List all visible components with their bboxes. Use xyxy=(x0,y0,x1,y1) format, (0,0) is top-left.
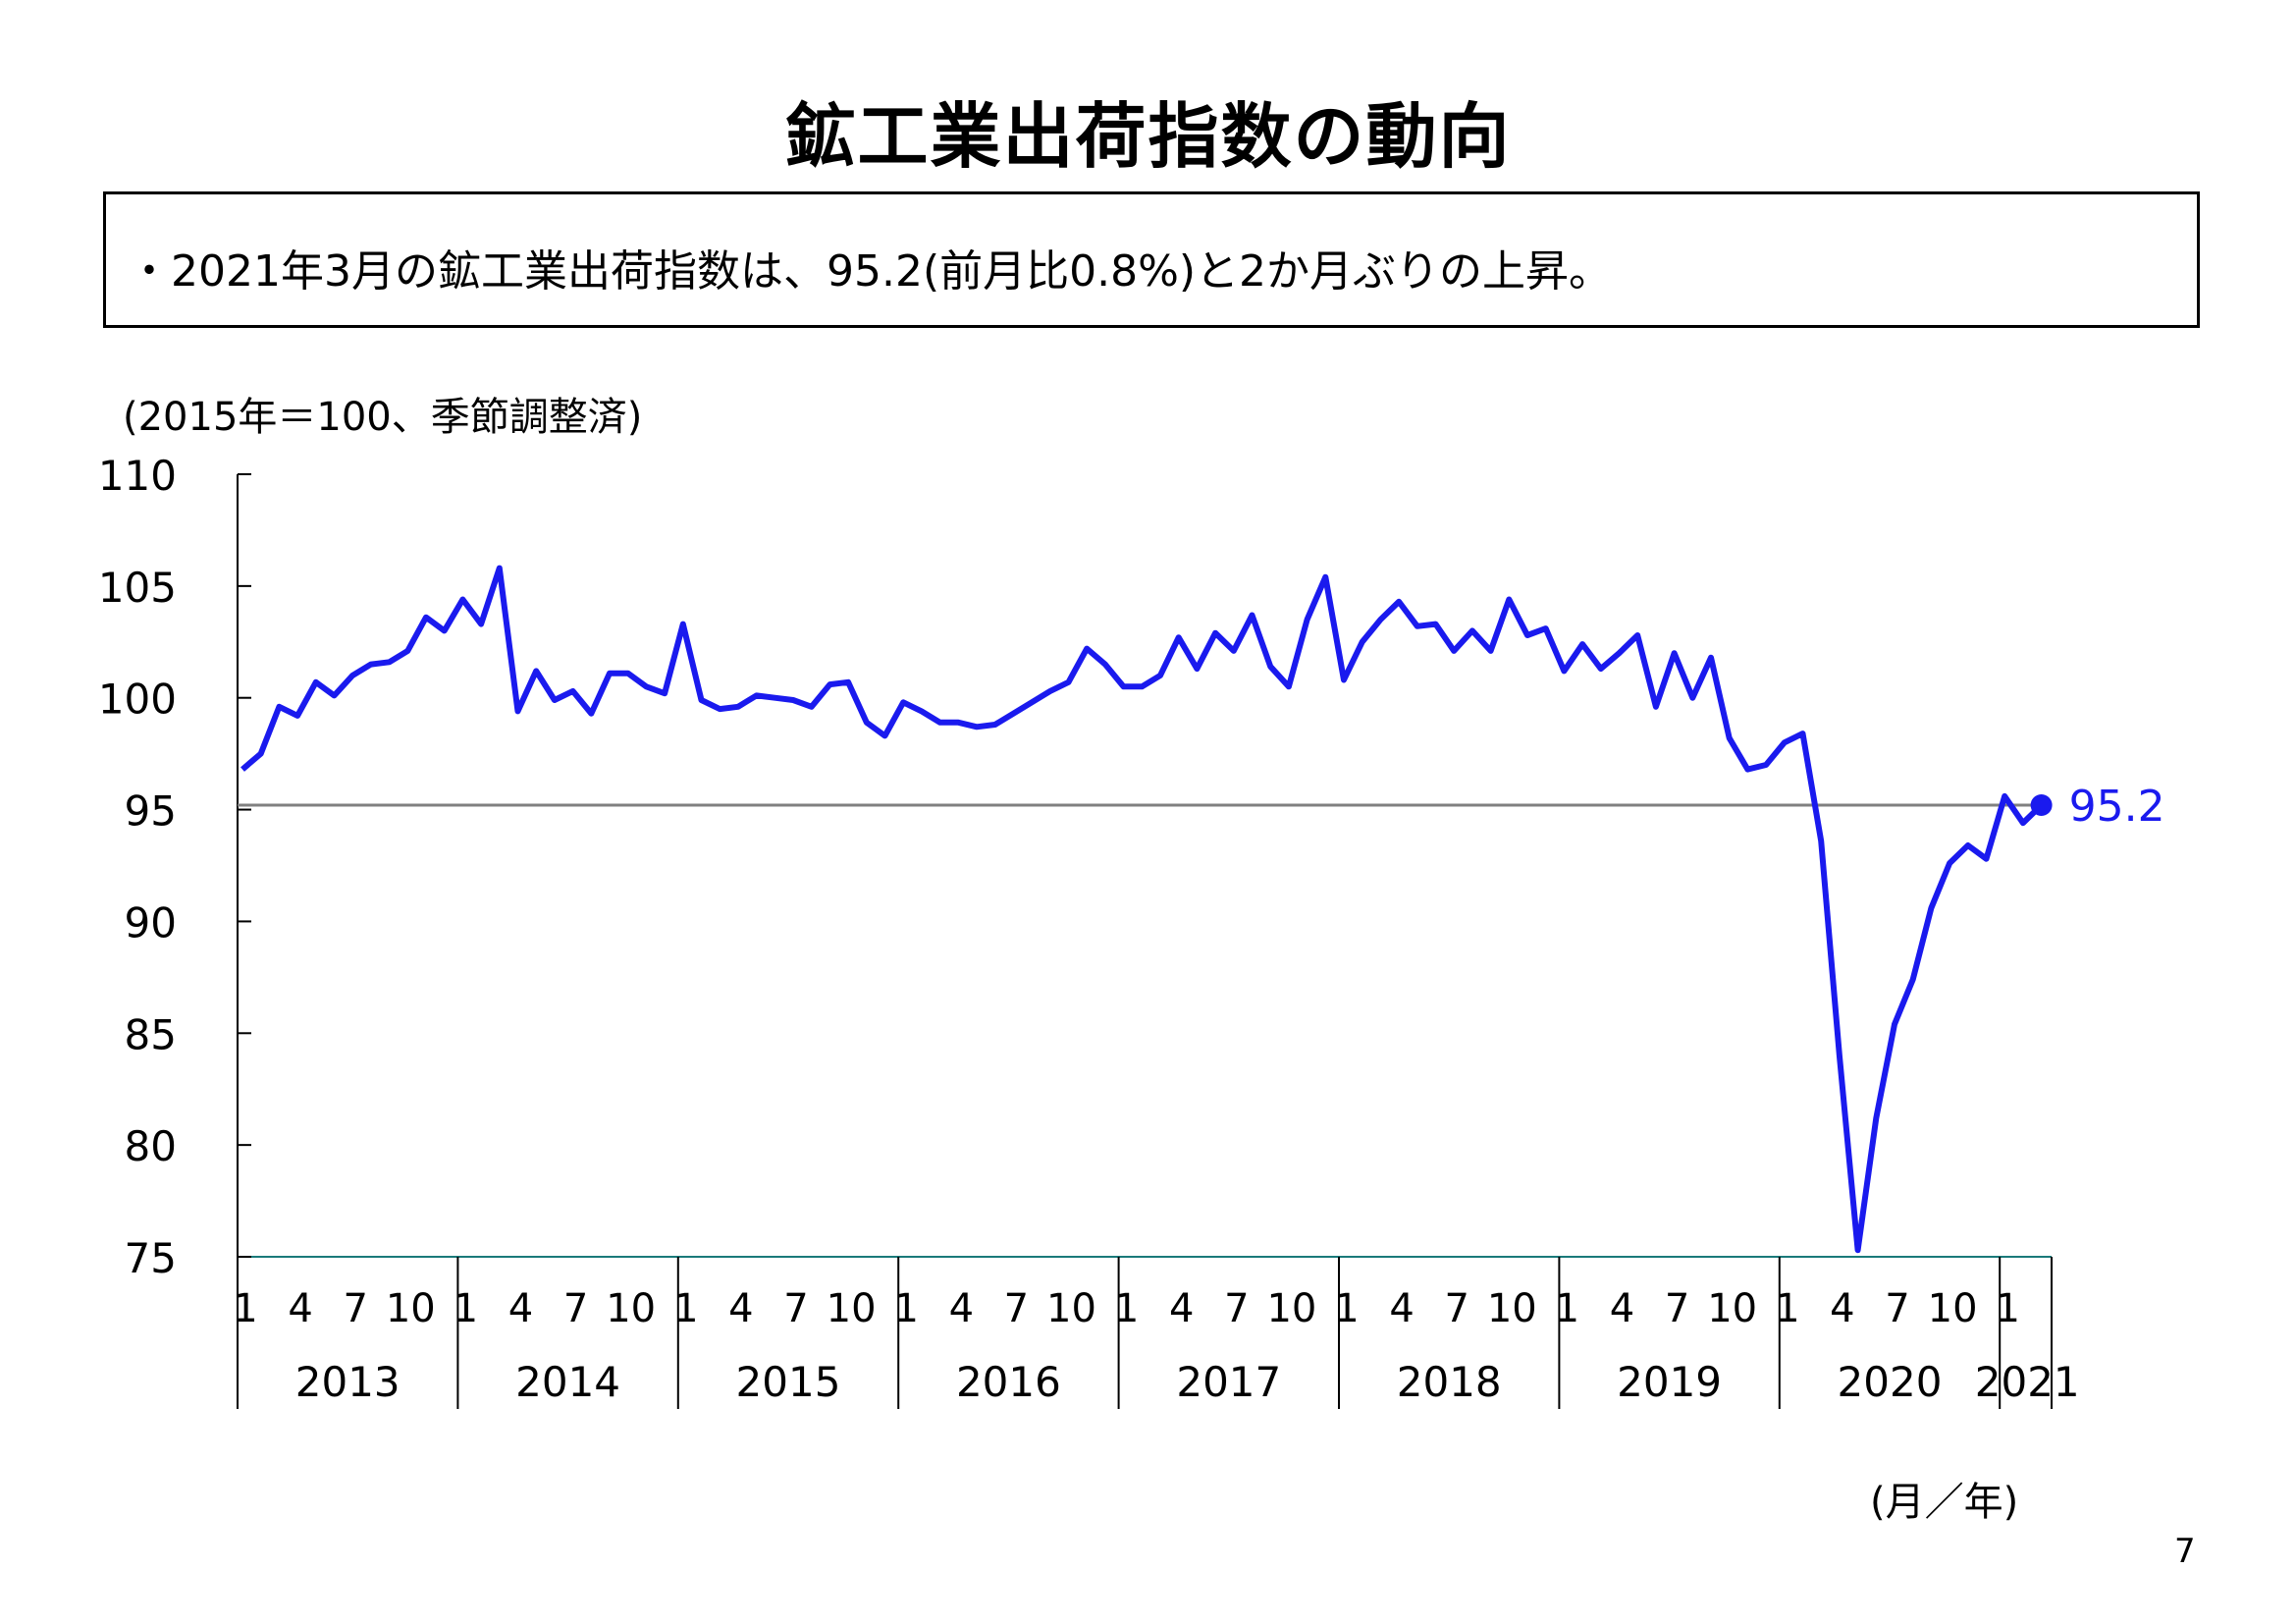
x-tick-label: 10 xyxy=(386,1286,436,1331)
x-tick-label: 7 xyxy=(1224,1286,1249,1331)
x-tick-label: 1 xyxy=(1114,1286,1139,1331)
year-label: 2018 xyxy=(1397,1358,1502,1406)
year-label: 2019 xyxy=(1617,1358,1722,1406)
year-label: 2017 xyxy=(1176,1358,1281,1406)
x-tick-label: 10 xyxy=(827,1286,877,1331)
page-title: 鉱工業出荷指数の動向 xyxy=(784,95,1512,178)
summary-text: ・2021年3月の鉱工業出荷指数は、95.2(前月比0.8%)と2か月ぶりの上昇… xyxy=(128,246,1613,297)
summary-box: ・2021年3月の鉱工業出荷指数は、95.2(前月比0.8%)と2か月ぶりの上昇… xyxy=(103,191,2200,328)
x-tick-label: 4 xyxy=(1610,1286,1634,1331)
x-tick-label: 10 xyxy=(606,1286,656,1331)
x-tick-label: 7 xyxy=(1444,1286,1468,1331)
x-tick-label: 4 xyxy=(949,1286,974,1331)
x-tick-label: 4 xyxy=(1389,1286,1414,1331)
series-group xyxy=(240,565,2053,1254)
last-point-marker xyxy=(2030,794,2053,817)
x-tick-label: 7 xyxy=(1665,1286,1689,1331)
year-label: 2014 xyxy=(515,1358,620,1406)
x-tick-label: 4 xyxy=(1169,1286,1194,1331)
y-tick-label: 90 xyxy=(125,898,177,947)
x-tick-label: 10 xyxy=(1046,1286,1096,1331)
y-tick-label: 80 xyxy=(125,1122,177,1170)
x-tick-label: 7 xyxy=(783,1286,808,1331)
year-label: 2016 xyxy=(956,1358,1061,1406)
x-tick-label: 1 xyxy=(673,1286,698,1331)
x-tick-label: 10 xyxy=(1707,1286,1757,1331)
x-tick-label: 10 xyxy=(1487,1286,1537,1331)
x-tick-label: 1 xyxy=(893,1286,918,1331)
unit-note: (2015年＝100、季節調整済) xyxy=(123,395,643,440)
x-tick-label: 7 xyxy=(1004,1286,1029,1331)
x-tick-label: 1 xyxy=(1995,1286,2019,1331)
y-tick-label: 75 xyxy=(125,1234,177,1282)
x-axis-unit: (月／年) xyxy=(1870,1480,2019,1525)
year-label: 2021 xyxy=(1975,1358,2080,1406)
x-tick-label: 4 xyxy=(288,1286,312,1331)
series-line xyxy=(240,565,2044,1254)
x-tick-label: 10 xyxy=(1266,1286,1316,1331)
page-number: 7 xyxy=(2174,1532,2196,1571)
x-tick-label: 7 xyxy=(563,1286,588,1331)
x-tick-label: 4 xyxy=(508,1286,533,1331)
year-label: 2015 xyxy=(736,1358,841,1406)
y-tick-label: 85 xyxy=(125,1010,177,1058)
year-label: 2020 xyxy=(1838,1358,1943,1406)
x-tick-label: 1 xyxy=(1555,1286,1579,1331)
x-tick-label: 1 xyxy=(454,1286,478,1331)
x-tick-label: 1 xyxy=(233,1286,257,1331)
x-tick-label: 7 xyxy=(343,1286,367,1331)
y-tick-label: 95 xyxy=(125,787,177,836)
x-tick-label: 7 xyxy=(1885,1286,1909,1331)
y-tick-label: 110 xyxy=(98,452,177,500)
x-tick-label: 4 xyxy=(1830,1286,1854,1331)
chart-axes xyxy=(237,473,2053,1409)
x-tick-label: 10 xyxy=(1928,1286,1978,1331)
last-value-label: 95.2 xyxy=(2069,782,2165,832)
y-tick-label: 100 xyxy=(98,676,177,724)
y-tick-label: 105 xyxy=(98,564,177,612)
x-tick-label: 1 xyxy=(1775,1286,1799,1331)
year-label: 2013 xyxy=(295,1358,400,1406)
x-tick-label: 4 xyxy=(728,1286,753,1331)
x-tick-label: 1 xyxy=(1334,1286,1359,1331)
